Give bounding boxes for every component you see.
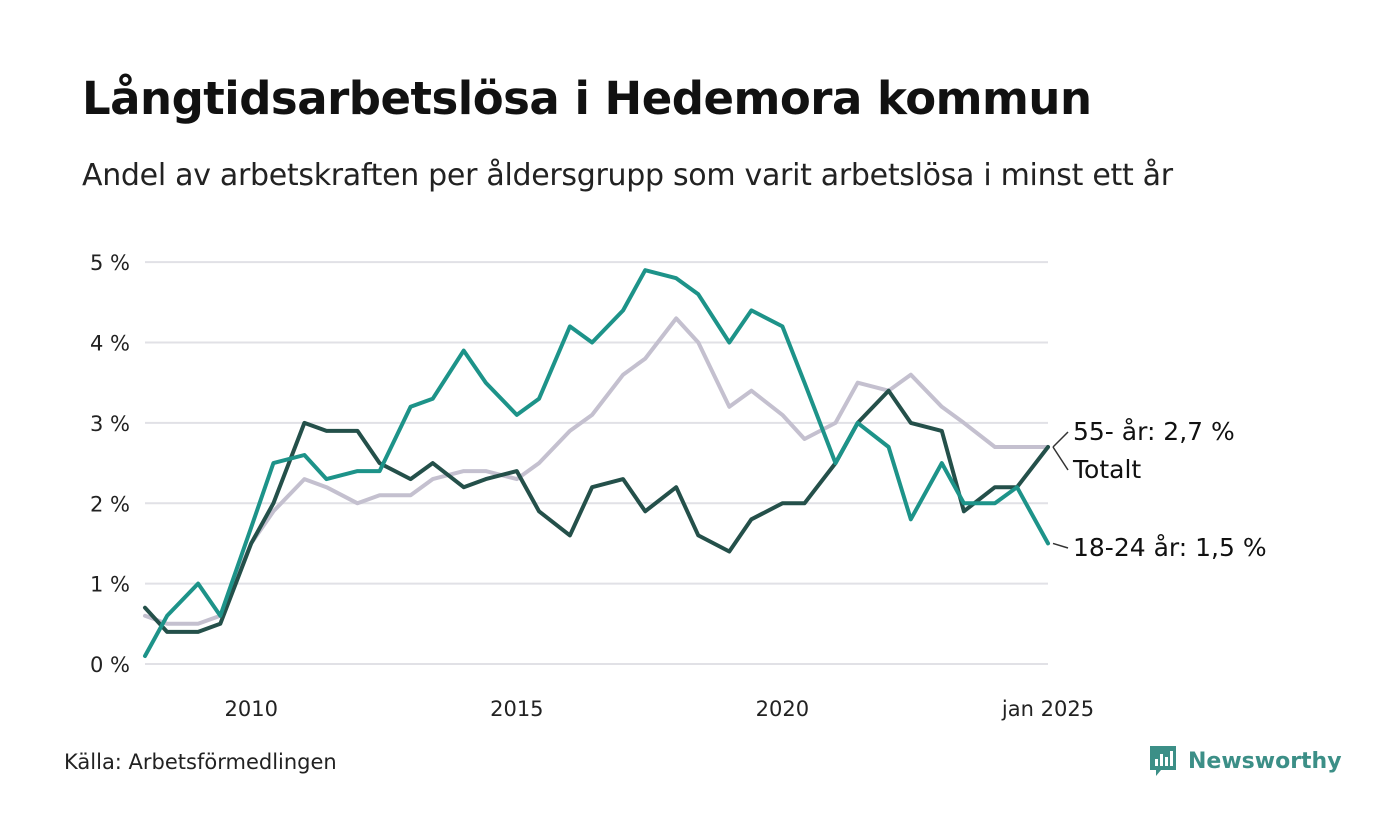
bar-chart-speech-bubble-icon <box>1150 746 1176 776</box>
y-tick-label: 2 % <box>90 492 130 516</box>
end-label-Totalt: Totalt <box>1072 455 1141 484</box>
y-tick-label: 0 % <box>90 653 130 677</box>
chart-subtitle: Andel av arbetskraften per åldersgrupp s… <box>82 158 1173 193</box>
x-tick-label: 2015 <box>490 697 543 721</box>
y-axis-labels: 0 % 1 % 2 % 3 % 4 % 5 % <box>90 251 130 677</box>
end-label-leader <box>1052 446 1069 471</box>
series-end-labels: 55- år: 2,7 % Totalt 18-24 år: 1,5 % <box>1052 417 1267 562</box>
y-tick-label: 1 % <box>90 573 130 597</box>
series-line-55- <box>143 316 1050 626</box>
end-label-55-: 55- år: 2,7 % <box>1073 417 1235 446</box>
y-tick-label: 5 % <box>90 251 130 275</box>
end-label-leader <box>1052 542 1069 549</box>
end-label-18-24: 18-24 år: 1,5 % <box>1073 533 1267 562</box>
chart-title: Långtidsarbetslösa i Hedemora kommun <box>82 72 1092 125</box>
gridlines <box>145 261 1048 665</box>
end-label-leader <box>1052 431 1069 448</box>
x-tick-label: 2020 <box>756 697 809 721</box>
newsworthy-logo: Newsworthy <box>1148 744 1342 778</box>
y-tick-label: 3 % <box>90 412 130 436</box>
source-note: Källa: Arbetsförmedlingen <box>64 750 337 774</box>
series-lines <box>143 268 1050 658</box>
y-tick-label: 4 % <box>90 332 130 356</box>
x-axis-labels: 2010 2015 2020 jan 2025 <box>225 697 1095 721</box>
x-tick-label: 2010 <box>225 697 278 721</box>
series-line-Totalt <box>143 388 1050 634</box>
series-line-18-24 <box>143 268 1050 658</box>
brand-name: Newsworthy <box>1188 748 1342 774</box>
x-tick-label: jan 2025 <box>1001 697 1094 721</box>
